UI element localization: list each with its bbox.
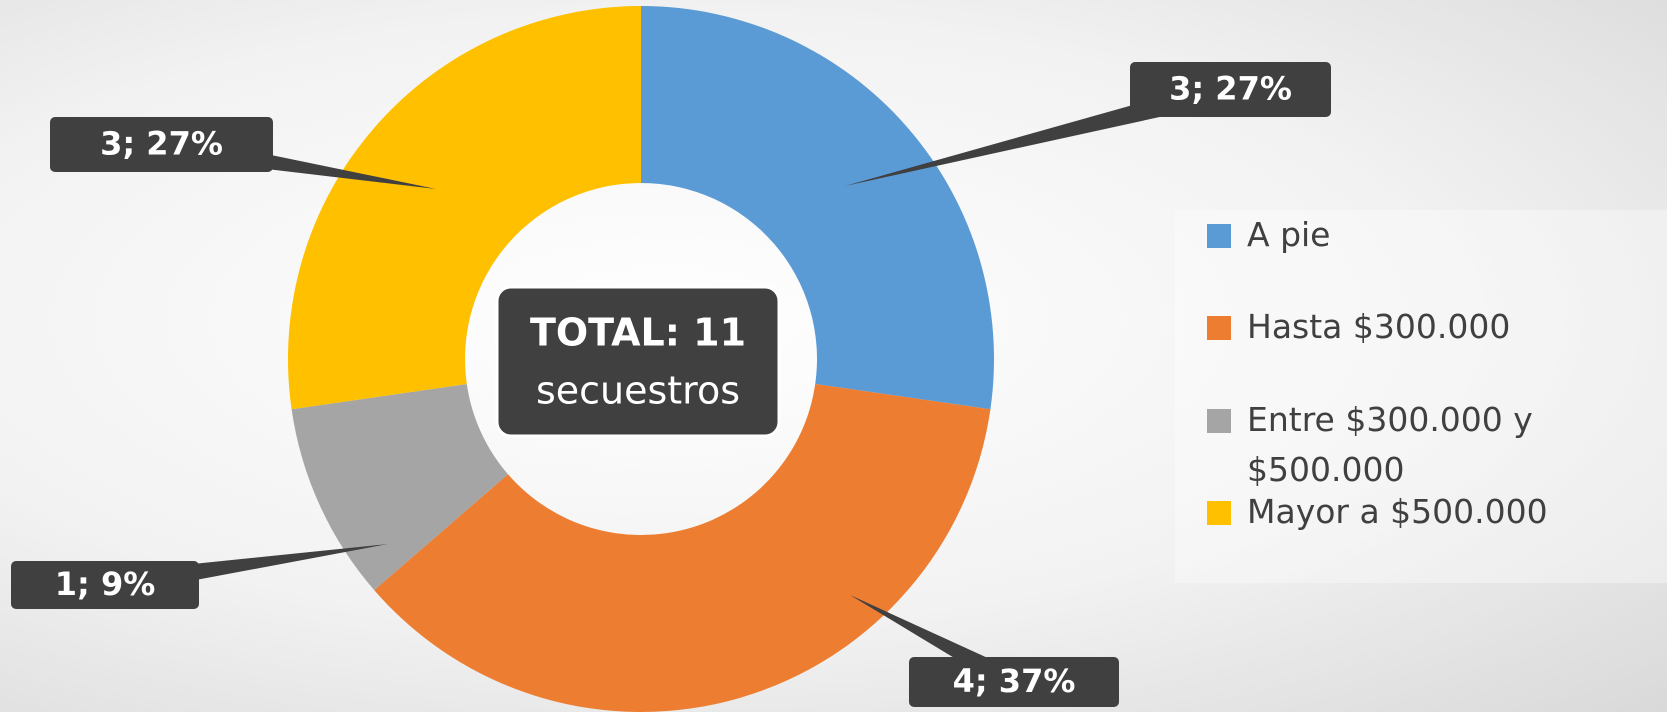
legend-item: Mayor a $500.000 xyxy=(1207,487,1577,537)
donut-slice xyxy=(288,6,641,410)
legend: A pie Hasta $300.000 Entre $300.000 y $500… xyxy=(1175,210,1667,583)
donut-slice xyxy=(374,384,991,712)
legend-swatch xyxy=(1207,316,1231,340)
center-box xyxy=(495,285,781,438)
center-total: TOTAL: 11 xyxy=(530,311,746,355)
center-unit: secuestros xyxy=(536,369,740,413)
callout-box xyxy=(1130,62,1331,117)
legend-label: A pie xyxy=(1247,215,1331,254)
data-label: 3; 27% xyxy=(1169,70,1292,108)
legend-swatch xyxy=(1207,409,1231,433)
data-label: 1; 9% xyxy=(55,565,156,603)
callout-box xyxy=(909,657,1119,707)
donut-slice xyxy=(291,384,508,591)
callout-box xyxy=(11,561,199,609)
legend-label: Hasta $300.000 xyxy=(1247,307,1511,346)
legend-label: Mayor a $500.000 xyxy=(1247,492,1548,531)
legend-label: Entre $300.000 y $500.000 xyxy=(1247,400,1533,489)
legend-item: A pie xyxy=(1207,210,1577,260)
legend-item: Entre $300.000 y $500.000 xyxy=(1207,395,1577,495)
donut-slice xyxy=(641,6,994,410)
legend-swatch xyxy=(1207,224,1231,248)
callout-box xyxy=(50,117,273,172)
data-label: 4; 37% xyxy=(953,662,1076,700)
legend-swatch xyxy=(1207,501,1231,525)
legend-item: Hasta $300.000 xyxy=(1207,302,1577,352)
data-label: 3; 27% xyxy=(100,125,223,163)
